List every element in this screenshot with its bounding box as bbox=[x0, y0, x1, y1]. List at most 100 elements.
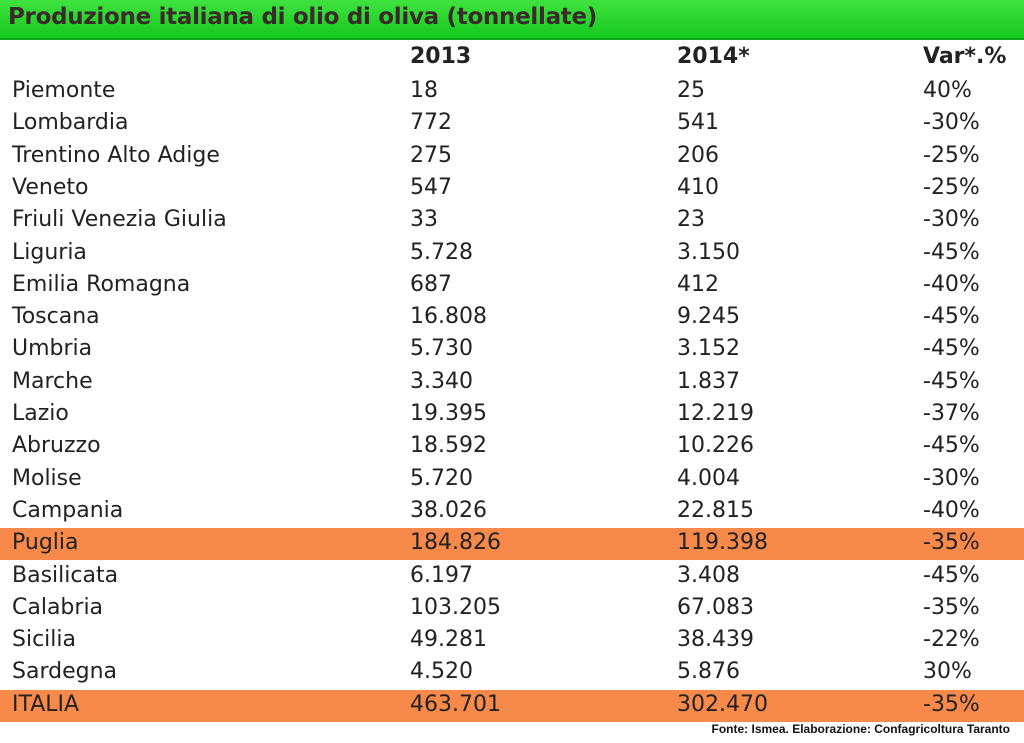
value-2014-cell: 38.439 bbox=[677, 627, 754, 653]
table-header: 2013 2014* Var*.% bbox=[0, 44, 1024, 74]
table-row-campania: Campania 38.026 22.815 -40% bbox=[0, 496, 1024, 528]
variation-cell: 40% bbox=[923, 78, 972, 103]
variation-cell: 30% bbox=[923, 659, 972, 685]
variation-cell: -45% bbox=[923, 368, 980, 394]
region-cell: Lazio bbox=[12, 401, 69, 426]
value-2014-cell: 3.408 bbox=[677, 562, 740, 588]
region-cell: Calabria bbox=[12, 594, 104, 620]
variation-cell: -25% bbox=[923, 142, 980, 168]
region-cell: Puglia bbox=[12, 530, 79, 556]
variation-cell: -45% bbox=[923, 562, 980, 588]
value-2013-cell: 16.808 bbox=[410, 304, 487, 330]
table-row-sicilia: Sicilia 49.281 38.439 -22% bbox=[0, 625, 1024, 657]
table-row-lombardia: Lombardia 772 541 -30% bbox=[0, 108, 1024, 140]
table-row-sardegna: Sardegna 4.520 5.876 30% bbox=[0, 657, 1024, 689]
value-2013-cell: 772 bbox=[410, 110, 452, 136]
table-row-liguria: Liguria 5.728 3.150 -45% bbox=[0, 238, 1024, 270]
value-2013-cell: 5.730 bbox=[410, 336, 473, 362]
value-2014-cell: 4.004 bbox=[677, 465, 740, 491]
variation-cell: -45% bbox=[923, 433, 980, 459]
region-cell: ITALIA bbox=[12, 691, 80, 717]
table-row-trentino-alto-adige: Trentino Alto Adige 275 206 -25% bbox=[0, 141, 1024, 173]
region-cell: Veneto bbox=[12, 174, 89, 200]
value-2013-cell: 275 bbox=[410, 142, 452, 168]
region-cell: Trentino Alto Adige bbox=[12, 142, 220, 168]
region-cell: Piemonte bbox=[12, 78, 116, 103]
variation-cell: -45% bbox=[923, 336, 980, 362]
region-cell: Marche bbox=[12, 368, 93, 394]
value-2013-cell: 687 bbox=[410, 271, 452, 297]
table-row-umbria: Umbria 5.730 3.152 -45% bbox=[0, 334, 1024, 366]
value-2014-cell: 25 bbox=[677, 78, 705, 103]
value-2013-cell: 4.520 bbox=[410, 659, 473, 685]
value-2013-cell: 18 bbox=[410, 78, 438, 103]
variation-cell: -40% bbox=[923, 497, 980, 523]
value-2013-cell: 6.197 bbox=[410, 562, 473, 588]
value-2013-cell: 38.026 bbox=[410, 497, 487, 523]
value-2013-cell: 547 bbox=[410, 174, 452, 200]
value-2014-cell: 410 bbox=[677, 174, 719, 200]
value-2013-cell: 184.826 bbox=[410, 530, 501, 556]
value-2014-cell: 119.398 bbox=[677, 530, 768, 556]
region-cell: Abruzzo bbox=[12, 433, 101, 459]
value-2014-cell: 302.470 bbox=[677, 691, 768, 717]
source-note: Fonte: Ismea. Elaborazione: Confagricolt… bbox=[711, 722, 1010, 736]
value-2014-cell: 22.815 bbox=[677, 497, 754, 523]
region-cell: Umbria bbox=[12, 336, 93, 362]
table-row-friuli-venezia-giulia: Friuli Venezia Giulia 33 23 -30% bbox=[0, 205, 1024, 237]
table-row-emilia-romagna: Emilia Romagna 687 412 -40% bbox=[0, 270, 1024, 302]
table-row-puglia: Puglia 184.826 119.398 -35% bbox=[0, 528, 1024, 561]
value-2014-cell: 206 bbox=[677, 142, 719, 168]
header-var: Var*.% bbox=[923, 44, 1007, 69]
region-cell: Lombardia bbox=[12, 110, 129, 136]
table-row-molise: Molise 5.720 4.004 -30% bbox=[0, 464, 1024, 496]
region-cell: Sardegna bbox=[12, 659, 117, 685]
region-cell: Emilia Romagna bbox=[12, 271, 191, 297]
value-2014-cell: 23 bbox=[677, 207, 705, 233]
value-2013-cell: 49.281 bbox=[410, 627, 487, 653]
value-2013-cell: 103.205 bbox=[410, 594, 501, 620]
region-cell: Molise bbox=[12, 465, 82, 491]
variation-cell: -30% bbox=[923, 207, 980, 233]
value-2013-cell: 33 bbox=[410, 207, 438, 233]
value-2014-cell: 3.152 bbox=[677, 336, 740, 362]
value-2014-cell: 541 bbox=[677, 110, 719, 136]
table-row-marche: Marche 3.340 1.837 -45% bbox=[0, 367, 1024, 399]
region-cell: Sicilia bbox=[12, 627, 76, 653]
value-2014-cell: 1.837 bbox=[677, 368, 740, 394]
table-row-lazio: Lazio 19.395 12.219 -37% bbox=[0, 399, 1024, 431]
region-cell: Friuli Venezia Giulia bbox=[12, 207, 227, 233]
value-2014-cell: 5.876 bbox=[677, 659, 740, 685]
variation-cell: -40% bbox=[923, 271, 980, 297]
value-2014-cell: 67.083 bbox=[677, 594, 754, 620]
value-2013-cell: 463.701 bbox=[410, 691, 501, 717]
header-2014: 2014* bbox=[677, 44, 750, 69]
variation-cell: -22% bbox=[923, 627, 980, 653]
table-row-veneto: Veneto 547 410 -25% bbox=[0, 173, 1024, 205]
table-row-basilicata: Basilicata 6.197 3.408 -45% bbox=[0, 561, 1024, 593]
table-row-toscana: Toscana 16.808 9.245 -45% bbox=[0, 302, 1024, 334]
table-row-abruzzo: Abruzzo 18.592 10.226 -45% bbox=[0, 431, 1024, 463]
page-title: Produzione italiana di olio di oliva (to… bbox=[8, 4, 598, 30]
region-cell: Basilicata bbox=[12, 562, 119, 588]
value-2014-cell: 9.245 bbox=[677, 304, 740, 330]
table-row-italia: ITALIA 463.701 302.470 -35% bbox=[0, 689, 1024, 722]
variation-cell: -35% bbox=[923, 691, 980, 717]
value-2014-cell: 12.219 bbox=[677, 401, 754, 426]
variation-cell: -45% bbox=[923, 304, 980, 330]
variation-cell: -45% bbox=[923, 239, 980, 265]
variation-cell: -30% bbox=[923, 110, 980, 136]
region-cell: Toscana bbox=[12, 304, 100, 330]
value-2014-cell: 10.226 bbox=[677, 433, 754, 459]
value-2014-cell: 412 bbox=[677, 271, 719, 297]
value-2013-cell: 5.720 bbox=[410, 465, 473, 491]
value-2013-cell: 18.592 bbox=[410, 433, 487, 459]
table-row-piemonte: Piemonte 18 25 40% bbox=[0, 76, 1024, 108]
header-2013: 2013 bbox=[410, 44, 472, 69]
variation-cell: -35% bbox=[923, 530, 980, 556]
table-row-calabria: Calabria 103.205 67.083 -35% bbox=[0, 593, 1024, 625]
value-2013-cell: 3.340 bbox=[410, 368, 473, 394]
variation-cell: -35% bbox=[923, 594, 980, 620]
variation-cell: -30% bbox=[923, 465, 980, 491]
variation-cell: -25% bbox=[923, 174, 980, 200]
